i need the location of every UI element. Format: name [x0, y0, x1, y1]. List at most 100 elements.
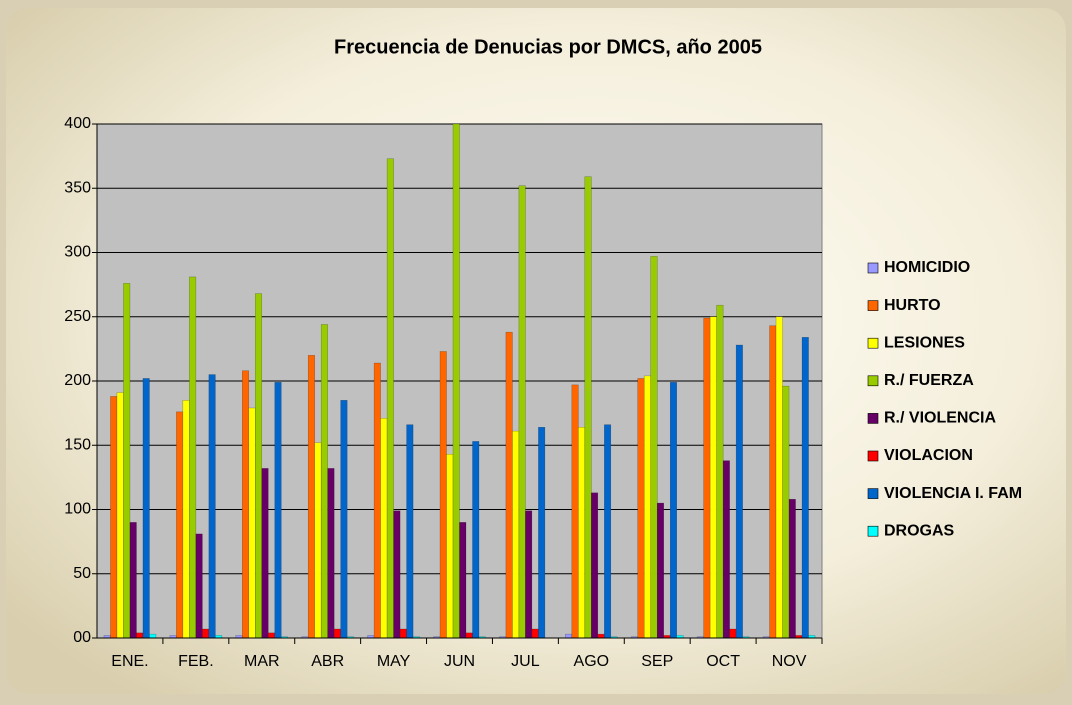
y-tick-label: 00 [73, 629, 91, 646]
bar [116, 392, 124, 639]
bar [788, 498, 796, 639]
bar [399, 628, 407, 639]
bar [584, 176, 592, 639]
y-tick-label: 50 [73, 565, 91, 582]
bar [320, 324, 328, 639]
bar [669, 382, 677, 639]
y-tick-label: 150 [64, 436, 91, 453]
x-tick-label: ENE. [111, 653, 148, 670]
bar [531, 628, 539, 639]
bar [202, 628, 210, 639]
chart-title: Frecuencia de Denucias por DMCS, año 200… [334, 36, 762, 58]
bar [459, 522, 467, 639]
legend-swatch [867, 300, 879, 311]
bar [149, 633, 157, 639]
bar [261, 468, 269, 639]
legend-label: VIOLENCIA I. FAM [884, 485, 1022, 502]
legend-label: R./ FUERZA [884, 372, 974, 389]
bar [314, 442, 322, 639]
bar [327, 468, 335, 639]
bar [142, 378, 150, 639]
bar [637, 378, 645, 639]
bar [307, 355, 315, 639]
bar [274, 382, 282, 639]
y-tick-label: 200 [64, 372, 91, 389]
x-tick-label: JUN [444, 653, 475, 670]
legend-label: VIOLACION [884, 447, 973, 464]
bar [380, 418, 388, 639]
y-tick-label: 350 [64, 179, 91, 196]
bar [446, 453, 454, 639]
x-tick-label: OCT [706, 653, 740, 670]
y-tick-label: 250 [64, 308, 91, 325]
bar [439, 351, 447, 639]
bar [571, 384, 579, 639]
bar [591, 492, 599, 639]
bar [393, 510, 401, 639]
x-tick-label: SEP [641, 653, 673, 670]
legend-label: HOMICIDIO [884, 259, 970, 276]
bar [373, 362, 381, 639]
bar [565, 633, 573, 639]
x-tick-label: NOV [772, 653, 807, 670]
legend-swatch [867, 337, 879, 349]
bar [801, 337, 809, 639]
bar [716, 304, 724, 639]
bar [769, 325, 777, 639]
bar [604, 424, 612, 639]
bar [268, 632, 276, 639]
bar [208, 374, 216, 639]
legend-label: R./ VIOLENCIA [884, 410, 996, 427]
bar [518, 185, 526, 639]
bar [512, 430, 520, 639]
bar [729, 628, 737, 639]
bar [578, 427, 586, 639]
bar [505, 331, 513, 639]
bar [136, 632, 144, 639]
legend-swatch [867, 262, 879, 274]
bar [525, 510, 533, 639]
bar [597, 633, 605, 639]
bar [248, 407, 256, 639]
bar [129, 522, 137, 639]
x-tick-label: AGO [574, 653, 610, 670]
legend-label: LESIONES [884, 334, 965, 351]
legend-swatch [867, 450, 879, 462]
x-tick-label: ABR [311, 653, 344, 670]
bar [538, 427, 546, 639]
bar [255, 293, 263, 639]
bar [650, 256, 658, 639]
bar [735, 344, 743, 639]
y-tick-label: 100 [64, 501, 91, 518]
bar [465, 632, 473, 639]
bar [709, 316, 717, 639]
bar [242, 370, 250, 639]
y-tick-label: 300 [64, 244, 91, 261]
legend-swatch [867, 525, 879, 537]
bar [340, 400, 348, 639]
bar [452, 123, 460, 639]
legend-label: HURTO [884, 297, 941, 314]
bar [775, 316, 783, 639]
legend-swatch [867, 413, 879, 424]
bar [110, 396, 118, 639]
bar [176, 411, 184, 639]
legend-swatch [867, 375, 879, 387]
x-tick-label: MAY [377, 653, 411, 670]
bar [656, 502, 664, 639]
bar [386, 158, 394, 639]
bar [189, 276, 197, 639]
bar [722, 460, 730, 639]
bar [406, 424, 414, 639]
y-tick-label: 400 [64, 115, 91, 132]
bar [123, 283, 131, 639]
bar [333, 628, 341, 639]
bar [782, 385, 790, 639]
x-tick-label: FEB. [178, 653, 214, 670]
bar [472, 441, 480, 639]
x-tick-label: JUL [511, 653, 540, 670]
legend-label: DROGAS [884, 522, 955, 539]
x-tick-label: MAR [244, 653, 280, 670]
